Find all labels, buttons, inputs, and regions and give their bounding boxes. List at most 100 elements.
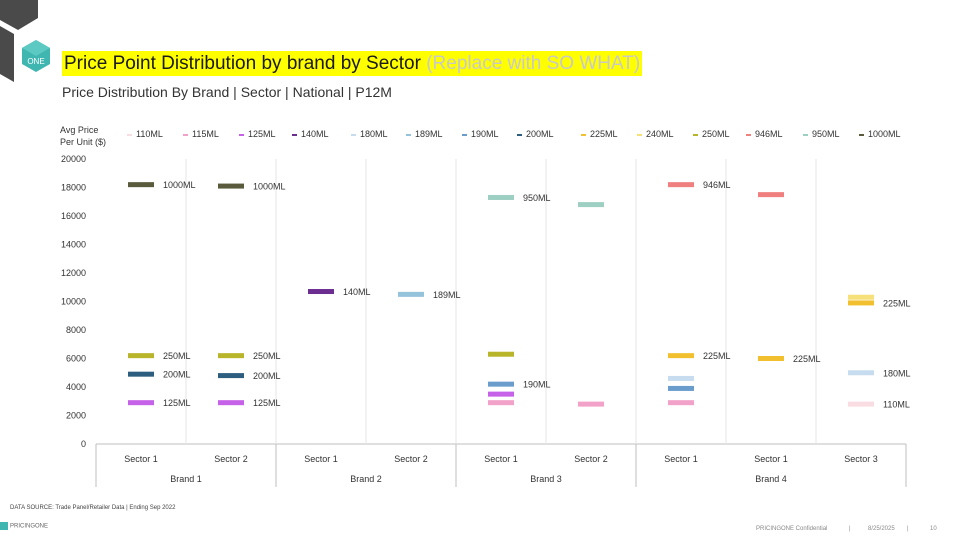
data-point-250ml: [128, 353, 154, 359]
legend-swatch: [406, 133, 411, 136]
data-point-125ml: [128, 400, 154, 406]
title-note: (Replace with SO WHAT): [426, 53, 641, 74]
legend-swatch: [637, 133, 642, 136]
data-label: 946ML: [703, 180, 731, 190]
legend-item-180ml: 180ML: [351, 129, 388, 139]
legend-swatch: [183, 133, 188, 136]
y-tick-label: 14000: [61, 240, 86, 250]
legend-swatch: [462, 133, 467, 136]
footer-logo-icon: [0, 522, 8, 530]
data-point-125ml: [218, 400, 244, 406]
data-point-946ml: [668, 182, 694, 188]
legend-swatch: [581, 133, 586, 136]
data-point-225ml: [668, 353, 694, 359]
data-label: 1000ML: [163, 180, 196, 190]
legend-label: 200ML: [526, 129, 554, 139]
y-tick-label: 8000: [66, 325, 86, 335]
data-label: 225ML: [883, 298, 911, 308]
legend-item-946ml: 946ML: [746, 129, 783, 139]
x-tick-label-brand: Brand 3: [530, 474, 562, 484]
y-tick-label: 16000: [61, 211, 86, 221]
legend-item-110ml: 110ML: [127, 129, 163, 139]
data-point-240ml: [848, 294, 874, 300]
data-point-115ml: [668, 400, 694, 406]
legend-swatch: [803, 133, 808, 136]
page-title: Price Point Distribution by brand by Sec…: [62, 51, 643, 76]
data-point-950ml: [488, 194, 514, 200]
legend-item-190ml: 190ML: [462, 129, 499, 139]
data-point-140ml: [308, 289, 334, 295]
legend-label: 946ML: [755, 129, 783, 139]
legend-label: 240ML: [646, 129, 674, 139]
legend-item-225ml: 225ML: [581, 129, 618, 139]
footer-logo-text: PRICINGONE: [10, 523, 49, 530]
legend-label: 189ML: [415, 129, 443, 139]
legend-item-1000ml: 1000ML: [859, 129, 901, 139]
data-label: 125ML: [163, 398, 191, 408]
legend-swatch: [746, 133, 751, 136]
company-logo: ONE: [0, 0, 50, 82]
x-tick-label-sector: Sector 3: [844, 454, 878, 464]
data-label: 1000ML: [253, 182, 286, 192]
legend-item-140ml: 140ML: [292, 129, 329, 139]
legend-item-250ml: 250ML: [693, 129, 730, 139]
x-tick-label-brand: Brand 1: [170, 474, 202, 484]
data-point-189ml: [398, 291, 424, 297]
data-point-1000ml: [218, 183, 244, 189]
data-label: 189ML: [433, 290, 461, 300]
legend-item-125ml: 125ML: [239, 129, 276, 139]
data-point-125ml: [488, 391, 514, 397]
data-point-1000ml: [128, 182, 154, 188]
data-label: 200ML: [163, 370, 191, 380]
y-tick-label: 18000: [61, 183, 86, 193]
y-tick-label: 20000: [61, 154, 86, 164]
legend-swatch: [239, 133, 244, 136]
legend-label: 190ML: [471, 129, 499, 139]
page-subtitle: Price Distribution By Brand | Sector | N…: [62, 84, 392, 100]
data-label: 225ML: [793, 354, 821, 364]
y-tick-label: 2000: [66, 411, 86, 421]
data-label: 200ML: [253, 371, 281, 381]
legend-swatch: [859, 133, 864, 136]
x-tick-label-brand: Brand 4: [755, 474, 787, 484]
data-point-200ml: [218, 373, 244, 379]
x-tick-label-brand: Brand 2: [350, 474, 382, 484]
legend-label: 110ML: [136, 129, 163, 139]
data-point-946ml: [758, 192, 784, 198]
y-axis-label-line1: Avg Price: [60, 125, 99, 135]
legend-label: 950ML: [812, 129, 840, 139]
x-tick-label-sector: Sector 1: [754, 454, 788, 464]
legend-swatch: [292, 133, 297, 136]
data-point-250ml: [488, 351, 514, 357]
legend-item-115ml: 115ML: [183, 129, 219, 139]
data-label: 250ML: [163, 351, 191, 361]
legend-swatch: [351, 133, 356, 136]
x-tick-label-sector: Sector 1: [304, 454, 338, 464]
legend-item-240ml: 240ML: [637, 129, 674, 139]
footer-divider-1: |: [849, 526, 851, 532]
footer-divider-2: |: [907, 526, 909, 532]
data-point-950ml: [578, 202, 604, 208]
data-point-115ml: [578, 401, 604, 407]
legend-label: 180ML: [360, 129, 388, 139]
x-tick-label-sector: Sector 2: [394, 454, 428, 464]
x-tick-label-sector: Sector 2: [574, 454, 608, 464]
data-label: 225ML: [703, 351, 731, 361]
data-label: 140ML: [343, 287, 371, 297]
legend-item-200ml: 200ML: [517, 129, 554, 139]
legend-swatch: [693, 133, 698, 136]
legend-label: 115ML: [192, 129, 219, 139]
legend-label: 250ML: [702, 129, 730, 139]
data-point-110ml: [848, 401, 874, 407]
legend-item-189ml: 189ML: [406, 129, 443, 139]
legend-swatch: [517, 133, 522, 136]
data-point-190ml: [488, 381, 514, 387]
data-label: 190ML: [523, 380, 551, 390]
data-point-225ml: [848, 300, 874, 306]
y-tick-label: 10000: [61, 297, 86, 307]
data-point-115ml: [488, 400, 514, 406]
x-tick-label-sector: Sector 1: [664, 454, 698, 464]
y-tick-label: 0: [81, 439, 86, 449]
data-label: 950ML: [523, 193, 551, 203]
data-point-225ml: [758, 356, 784, 361]
